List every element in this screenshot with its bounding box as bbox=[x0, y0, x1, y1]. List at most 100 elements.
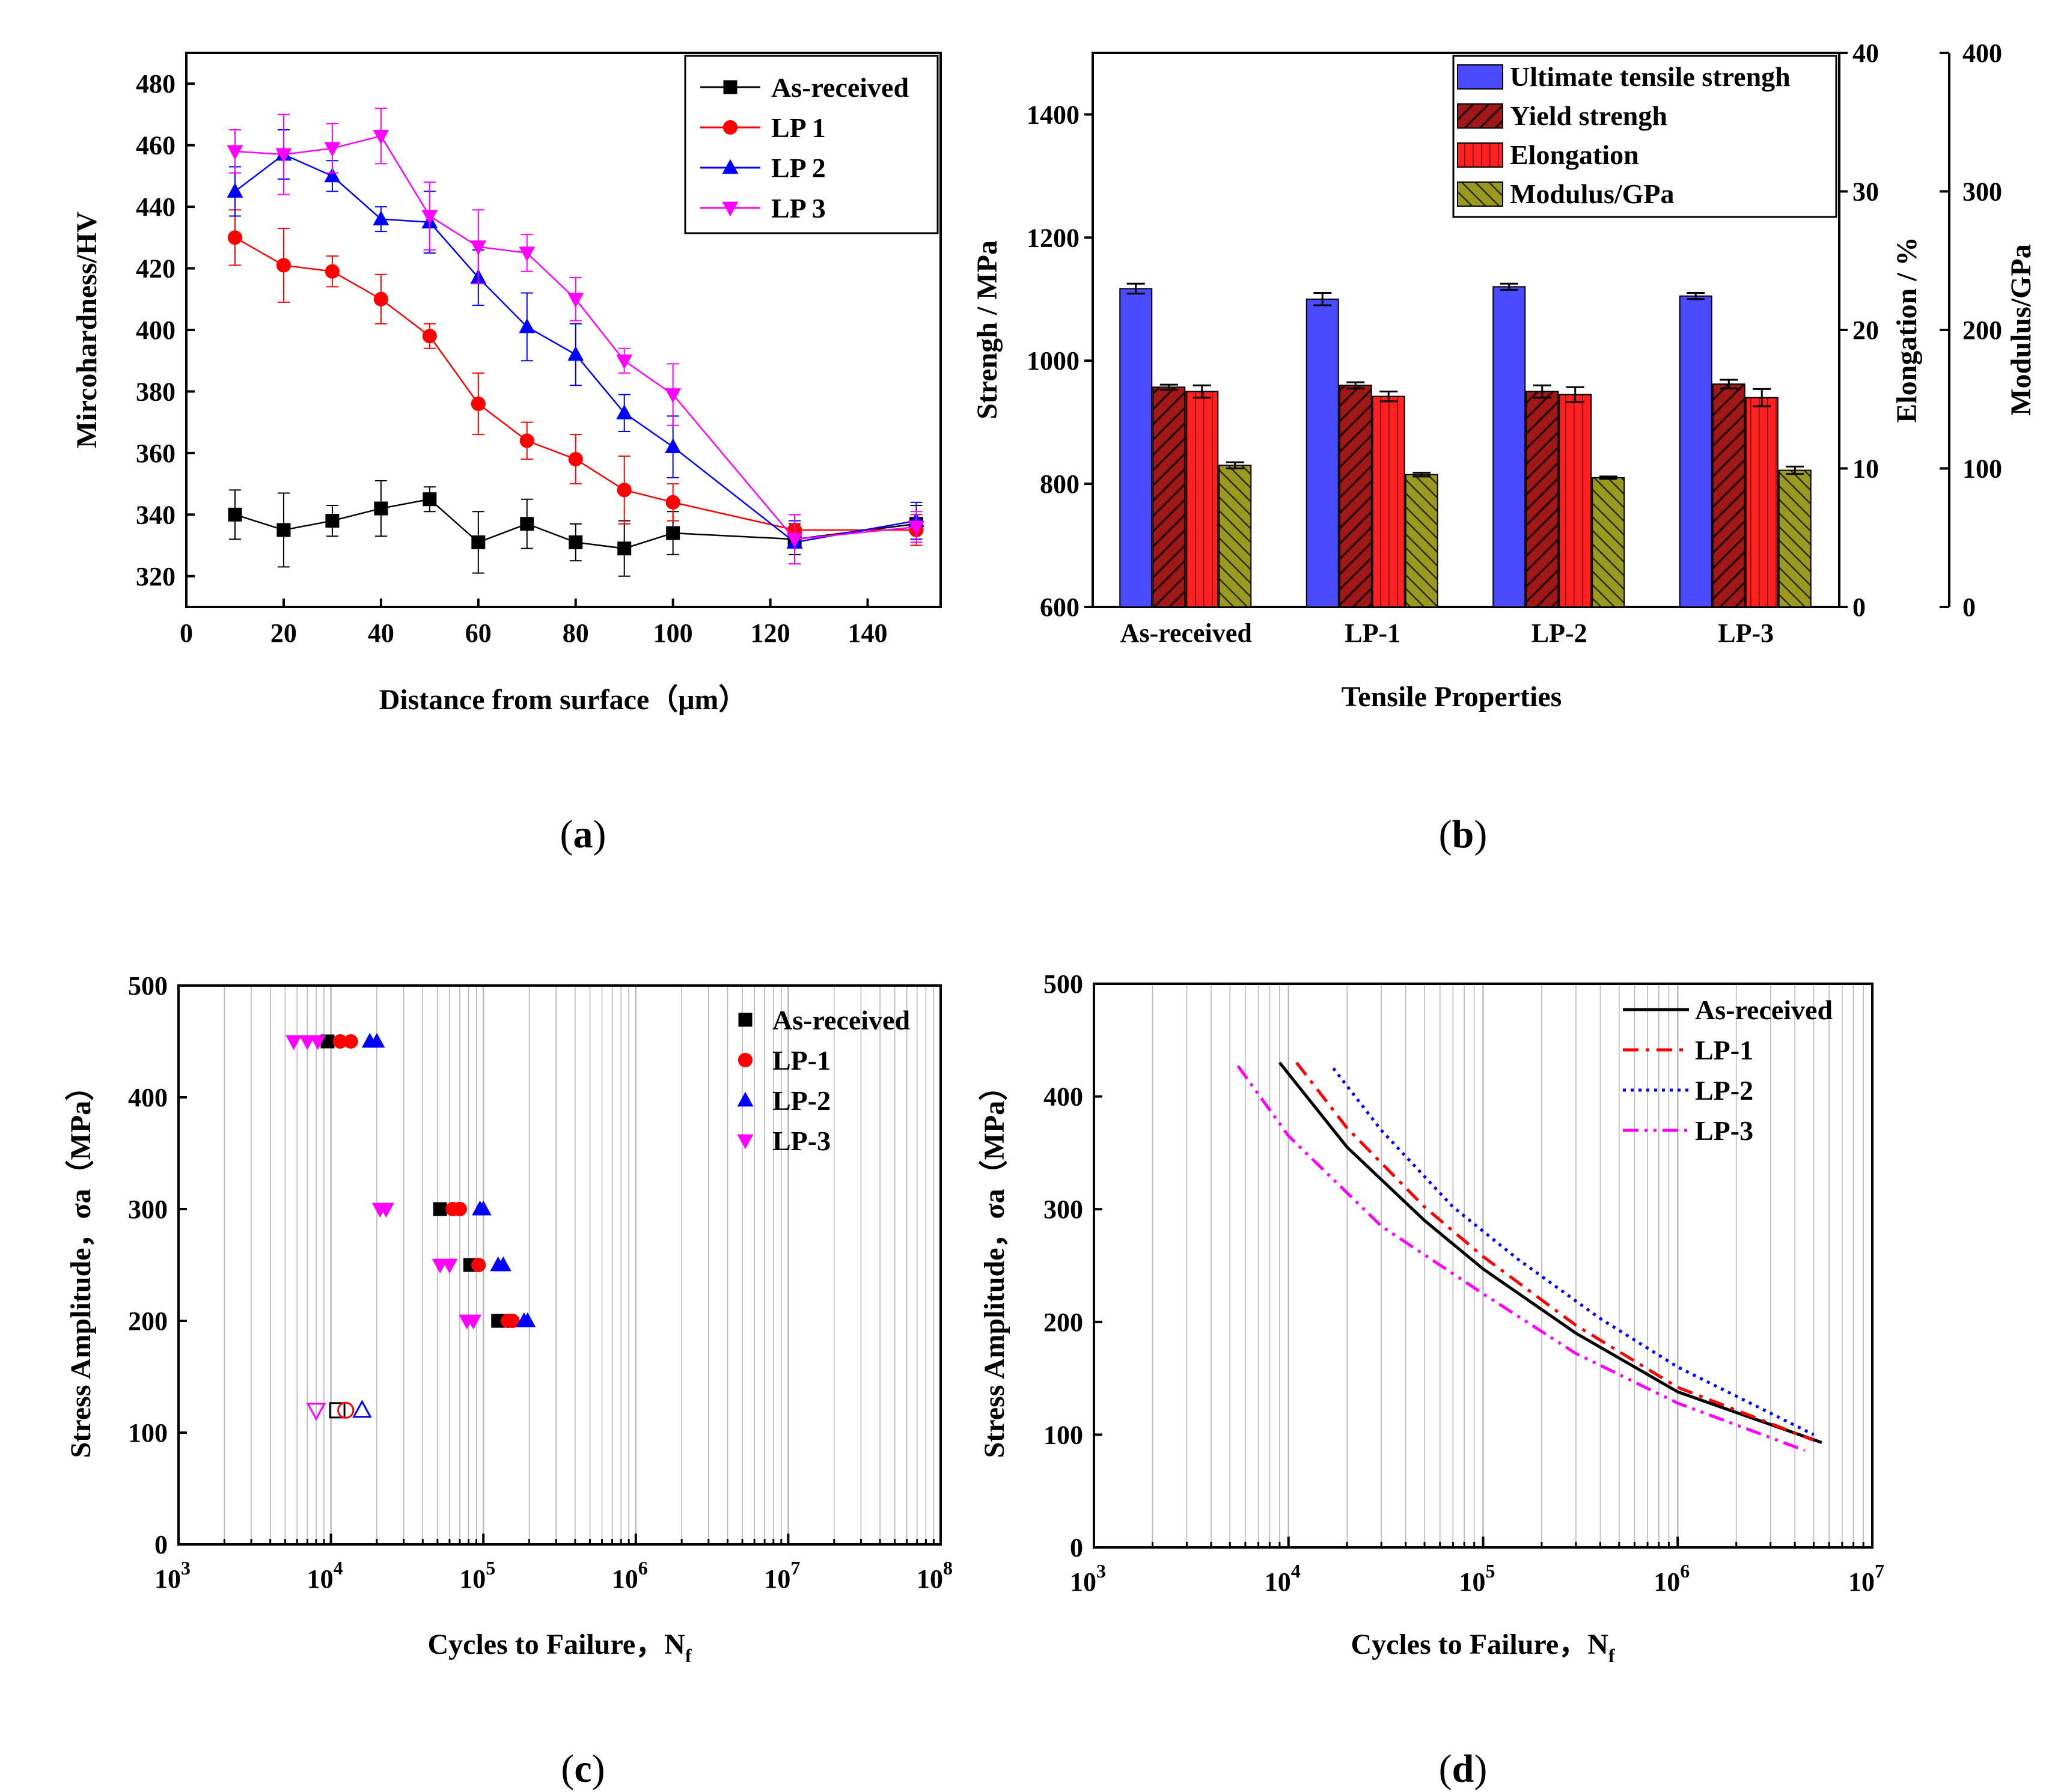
panel-a-data-point bbox=[665, 438, 682, 454]
panel-d-ytick-label: 200 bbox=[1043, 1308, 1083, 1337]
panel-a-data-point bbox=[374, 501, 388, 516]
panel-d-caption: (d) bbox=[1439, 1747, 1488, 1791]
panel-c-ytick-label: 200 bbox=[128, 1306, 168, 1336]
panel-d-xtick-label: 106 bbox=[1654, 1560, 1690, 1597]
panel-b-category-label: LP-2 bbox=[1531, 618, 1587, 648]
panel-a-xtick-label: 80 bbox=[563, 618, 589, 648]
panel-c-data-point bbox=[286, 1035, 302, 1050]
panel-a-legend-label: LP 3 bbox=[771, 193, 826, 224]
panel-b-group-1 bbox=[1305, 292, 1438, 608]
panel-b-y3tick-label: 100 bbox=[1962, 454, 2002, 484]
panel-a-data-point bbox=[325, 514, 340, 528]
panel-a-data-point bbox=[786, 532, 803, 548]
panel-c-plot-frame bbox=[177, 984, 942, 1546]
panel-b-category-label: As-received bbox=[1120, 618, 1252, 648]
panel-b-bar bbox=[1405, 474, 1438, 608]
panel-d-ytick-label: 500 bbox=[1043, 969, 1083, 999]
panel-a-xtick-label: 60 bbox=[465, 618, 492, 648]
panel-d-ytick-label: 100 bbox=[1043, 1420, 1083, 1449]
panel-b-legend: Ultimate tensile strengh Yield strengh Elo… bbox=[1452, 55, 1837, 218]
panel-b-bar bbox=[1185, 391, 1219, 608]
panel-c-data-point bbox=[368, 1032, 385, 1048]
panel-d-ytick-label: 400 bbox=[1043, 1082, 1083, 1112]
panel-c-runout-point bbox=[337, 1401, 355, 1419]
panel-d-ytick-label: 0 bbox=[1070, 1533, 1083, 1562]
panel-c-data-point bbox=[433, 1202, 447, 1216]
panel-b-y3tick-label: 200 bbox=[1962, 315, 2002, 345]
panel-b-bar bbox=[1119, 288, 1153, 608]
panel-a-data-point bbox=[470, 240, 487, 255]
panel-b-legend-swatch bbox=[1457, 103, 1503, 129]
panel-a-data-point bbox=[665, 495, 680, 510]
panel-a-legend-label: LP 2 bbox=[771, 153, 826, 183]
panel-b-y3tick-label: 400 bbox=[1962, 38, 2002, 68]
panel-c-xlabel: Cycles to Failure，Nf bbox=[427, 1629, 691, 1666]
panel-c-data-point bbox=[377, 1202, 394, 1218]
panel-a-data-point bbox=[520, 517, 534, 531]
panel-a-series-line bbox=[234, 135, 917, 540]
panel-d-sn-curves: 103 104 105 106 107 0 100 200 300 400 500 Cycles t… bbox=[979, 969, 1884, 1791]
panel-c-legend-marker bbox=[737, 1091, 754, 1107]
panel-b-ytick-label: 1000 bbox=[1027, 346, 1079, 376]
panel-b-y2tick-label: 0 bbox=[1852, 593, 1866, 622]
panel-a-data-point bbox=[665, 388, 682, 403]
panel-c-runout-point bbox=[352, 1400, 372, 1418]
panel-c-data-point bbox=[452, 1201, 467, 1217]
panel-a-xtick-label: 20 bbox=[270, 618, 297, 648]
panel-b-ytick-label: 800 bbox=[1040, 469, 1079, 499]
panel-b-tensile-chart: 6008001000120014000102030400100200300400… bbox=[971, 38, 2037, 856]
panel-a-ytick-label: 480 bbox=[136, 69, 176, 99]
panel-c-xtick-label: 105 bbox=[459, 1557, 495, 1594]
panel-b-bar bbox=[1492, 286, 1526, 608]
panel-b-bar bbox=[1152, 386, 1186, 608]
panel-b-bar bbox=[1745, 397, 1779, 608]
panel-b-xlabel: Tensile Properties bbox=[1342, 681, 1562, 713]
panel-a-data-point bbox=[227, 145, 243, 160]
panel-b-bar bbox=[1592, 477, 1625, 608]
panel-a-legend: As-received LP 1 LP 2 LP 3 bbox=[684, 55, 939, 234]
panel-b-y2tick-label: 30 bbox=[1852, 177, 1879, 207]
panel-b-ylabel-elongation: Elongation / % bbox=[1891, 237, 1923, 422]
panel-a-data-point bbox=[567, 346, 584, 361]
panel-b-bar bbox=[1372, 395, 1405, 608]
panel-a-data-point bbox=[276, 523, 291, 537]
panel-d-curve-0 bbox=[1278, 1061, 1822, 1444]
panel-a-xtick-label: 0 bbox=[180, 618, 193, 648]
panel-c-series-0 bbox=[320, 1034, 505, 1419]
panel-a-legend-marker bbox=[723, 80, 737, 94]
panel-d-xtick-label: 104 bbox=[1265, 1560, 1301, 1597]
panel-a-data-point bbox=[228, 507, 242, 522]
panel-a-legend-label: LP 1 bbox=[771, 112, 826, 143]
panel-a-data-point bbox=[519, 318, 536, 334]
panel-a-ytick-label: 420 bbox=[136, 254, 176, 284]
panel-b-ylabel: Strengh / MPa bbox=[971, 240, 1003, 419]
panel-b-legend-label: Yield strengh bbox=[1510, 100, 1667, 131]
panel-b-bar bbox=[1218, 465, 1252, 608]
panel-b-group-3 bbox=[1679, 292, 1812, 608]
panel-b-group-2 bbox=[1492, 282, 1625, 608]
panel-c-data-point bbox=[299, 1035, 316, 1050]
panel-a-xtick-label: 40 bbox=[368, 618, 394, 648]
panel-a-data-point bbox=[666, 526, 680, 540]
panel-d-ytick-label: 300 bbox=[1043, 1195, 1083, 1224]
panel-a-ytick-label: 440 bbox=[136, 192, 176, 222]
panel-c-data-point bbox=[310, 1035, 326, 1050]
panel-c-xtick-label: 106 bbox=[612, 1557, 648, 1594]
panel-c-data-point bbox=[495, 1256, 511, 1272]
panel-c-xtick-label: 107 bbox=[764, 1557, 800, 1594]
panel-d-legend-label: LP-2 bbox=[1695, 1075, 1753, 1106]
panel-b-legend-label: Ultimate tensile strengh bbox=[1510, 61, 1791, 92]
panel-b-y2tick-label: 40 bbox=[1852, 38, 1879, 68]
panel-b-bar bbox=[1305, 298, 1339, 608]
panel-a-data-point bbox=[373, 291, 388, 306]
panel-a-legend-marker bbox=[722, 159, 739, 174]
panel-c-data-point bbox=[471, 1257, 486, 1273]
panel-a-ytick-label: 380 bbox=[136, 377, 176, 406]
panel-c-data-point bbox=[505, 1313, 520, 1329]
panel-a-data-point bbox=[227, 230, 243, 245]
panel-a-data-point bbox=[421, 210, 438, 225]
panel-d-xtick-label: 107 bbox=[1848, 1560, 1884, 1597]
panel-a-xlabel: Distance from surface（μm） bbox=[379, 684, 748, 716]
panel-b-ytick-label: 1200 bbox=[1027, 223, 1079, 252]
panel-c-legend-label: LP-1 bbox=[772, 1045, 831, 1076]
